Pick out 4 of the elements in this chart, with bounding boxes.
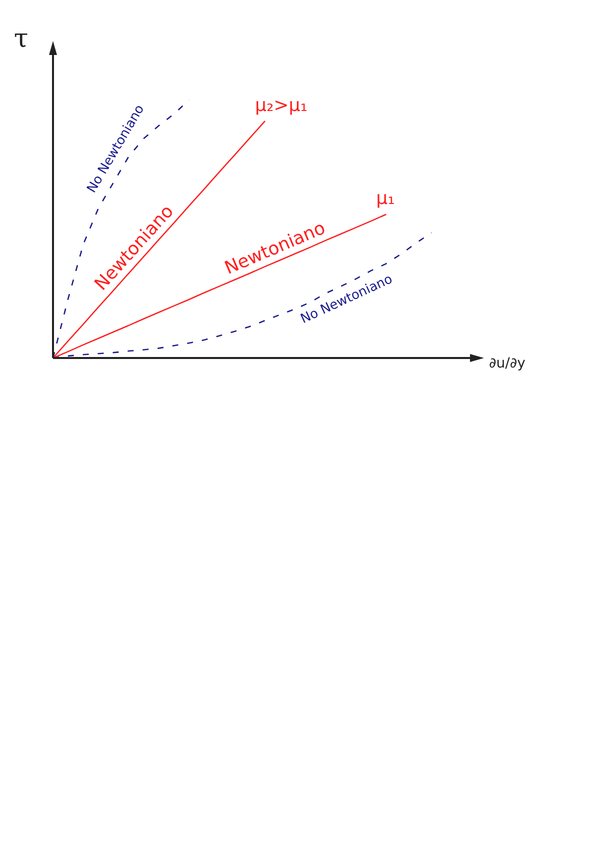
y-axis-title: τ xyxy=(14,24,28,54)
annotation: μ₁ xyxy=(376,188,395,210)
x-axis-title: ∂u/∂y xyxy=(489,356,526,372)
annotation: μ₂>μ₁ xyxy=(255,94,308,116)
